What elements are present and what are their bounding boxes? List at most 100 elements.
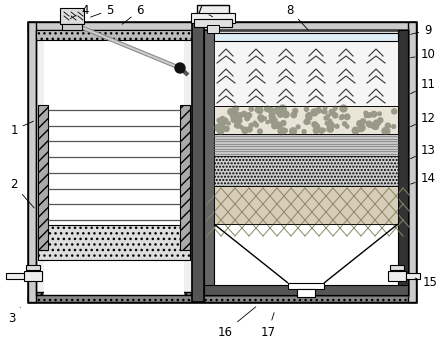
Circle shape bbox=[264, 106, 270, 111]
Circle shape bbox=[327, 122, 334, 129]
Circle shape bbox=[367, 114, 371, 117]
Text: 17: 17 bbox=[260, 313, 276, 339]
Bar bbox=[207, 25, 219, 33]
Circle shape bbox=[365, 114, 368, 118]
Text: 2: 2 bbox=[10, 178, 34, 208]
Circle shape bbox=[304, 107, 308, 111]
Circle shape bbox=[362, 127, 365, 130]
Text: 13: 13 bbox=[411, 143, 435, 159]
Bar bbox=[214, 186, 398, 224]
Circle shape bbox=[384, 128, 390, 134]
Circle shape bbox=[269, 117, 276, 123]
Circle shape bbox=[239, 113, 243, 117]
Circle shape bbox=[281, 120, 286, 126]
Circle shape bbox=[352, 127, 359, 134]
Bar bbox=[214, 156, 398, 186]
Circle shape bbox=[368, 122, 372, 126]
Circle shape bbox=[291, 112, 296, 118]
Circle shape bbox=[290, 128, 296, 134]
Bar bbox=[197, 5, 229, 23]
Circle shape bbox=[255, 108, 259, 112]
Circle shape bbox=[274, 107, 281, 114]
Bar bbox=[214, 41, 398, 106]
Circle shape bbox=[346, 125, 349, 128]
Text: 16: 16 bbox=[218, 307, 256, 339]
Circle shape bbox=[311, 109, 318, 116]
Circle shape bbox=[227, 122, 230, 125]
Bar bbox=[28, 292, 416, 302]
Circle shape bbox=[240, 126, 243, 129]
Circle shape bbox=[231, 115, 235, 119]
Circle shape bbox=[269, 113, 275, 119]
Text: 3: 3 bbox=[8, 307, 20, 324]
Circle shape bbox=[256, 107, 263, 114]
Circle shape bbox=[339, 116, 343, 120]
Circle shape bbox=[306, 113, 312, 119]
Circle shape bbox=[220, 117, 225, 122]
Circle shape bbox=[324, 110, 327, 114]
Text: 14: 14 bbox=[411, 172, 435, 185]
Circle shape bbox=[259, 118, 264, 122]
Circle shape bbox=[392, 109, 397, 114]
Circle shape bbox=[334, 106, 337, 110]
Circle shape bbox=[308, 117, 311, 120]
Circle shape bbox=[376, 121, 380, 126]
Circle shape bbox=[293, 108, 298, 114]
Circle shape bbox=[335, 124, 339, 128]
Circle shape bbox=[313, 128, 319, 133]
Circle shape bbox=[263, 117, 266, 120]
Text: 8: 8 bbox=[286, 3, 308, 30]
Circle shape bbox=[272, 123, 277, 129]
Circle shape bbox=[175, 63, 185, 73]
Circle shape bbox=[268, 107, 274, 113]
Text: 10: 10 bbox=[411, 48, 435, 61]
Circle shape bbox=[382, 128, 389, 134]
Text: 4: 4 bbox=[70, 3, 89, 19]
Bar bbox=[390, 265, 404, 270]
Bar bbox=[191, 13, 235, 23]
Bar bbox=[214, 134, 398, 156]
Bar bbox=[214, 186, 398, 224]
Bar bbox=[388, 271, 406, 281]
Bar bbox=[288, 283, 324, 289]
Circle shape bbox=[217, 118, 221, 122]
Bar bbox=[180, 105, 190, 250]
Circle shape bbox=[284, 129, 288, 132]
Circle shape bbox=[385, 123, 390, 128]
Text: 1: 1 bbox=[10, 121, 34, 137]
Circle shape bbox=[340, 115, 345, 119]
Bar bbox=[214, 40, 398, 285]
Circle shape bbox=[234, 113, 241, 119]
Circle shape bbox=[364, 111, 368, 115]
Circle shape bbox=[281, 108, 286, 113]
Circle shape bbox=[312, 122, 318, 127]
Circle shape bbox=[378, 118, 383, 123]
Bar bbox=[60, 8, 84, 24]
Circle shape bbox=[357, 121, 363, 127]
Bar bbox=[214, 33, 398, 41]
Circle shape bbox=[278, 112, 283, 117]
Circle shape bbox=[323, 107, 327, 110]
Circle shape bbox=[328, 119, 332, 122]
Circle shape bbox=[344, 114, 350, 120]
Circle shape bbox=[368, 122, 373, 127]
Circle shape bbox=[276, 122, 282, 129]
Circle shape bbox=[218, 128, 224, 134]
Circle shape bbox=[221, 126, 225, 130]
Text: 9: 9 bbox=[411, 24, 432, 36]
Bar bbox=[36, 30, 192, 40]
Circle shape bbox=[258, 129, 262, 134]
Circle shape bbox=[373, 124, 378, 130]
Circle shape bbox=[277, 108, 284, 114]
Circle shape bbox=[373, 120, 380, 126]
Circle shape bbox=[280, 128, 286, 134]
Bar bbox=[28, 22, 416, 302]
Circle shape bbox=[224, 126, 229, 131]
Bar bbox=[204, 30, 214, 295]
Circle shape bbox=[306, 116, 310, 120]
Circle shape bbox=[322, 128, 325, 132]
Text: 11: 11 bbox=[411, 79, 435, 94]
Circle shape bbox=[328, 127, 333, 132]
Circle shape bbox=[304, 119, 309, 124]
Circle shape bbox=[223, 118, 228, 123]
